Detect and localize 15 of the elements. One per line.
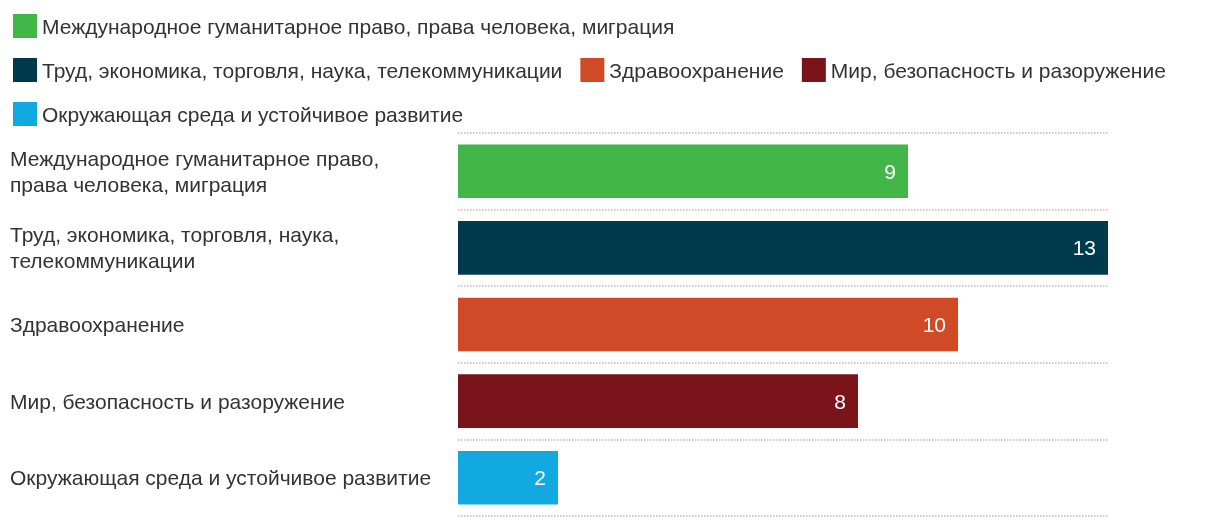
data-label: 10 — [922, 313, 946, 336]
data-label: 2 — [534, 466, 546, 490]
legend-label: Международное гуманитарное право, права человека, миграция — [42, 14, 675, 38]
y-tick-label: Здравоохранение — [10, 313, 185, 336]
data-label: 9 — [884, 159, 896, 183]
legend-label: Мир, безопасность и разоружение — [830, 58, 1166, 82]
data-label: 13 — [1072, 236, 1096, 260]
y-tick-label: Мир, безопасность и разоружение — [10, 389, 346, 413]
legend-label: Здравоохранение — [609, 58, 784, 82]
y-tick-label: Труд, экономика, торговля, наука, телекоммуникации — [10, 223, 340, 273]
data-label: 8 — [834, 389, 846, 413]
y-tick-label: Международное гуманитарное право, права человека, миграция — [10, 146, 380, 196]
legend-label: Труд, экономика, торговля, наука, телекоммуникации — [42, 58, 563, 82]
legend-label: Окружающая среда и устойчивое развитие — [42, 102, 464, 126]
y-tick-label: Окружающая среда и устойчивое развитие — [10, 466, 432, 490]
